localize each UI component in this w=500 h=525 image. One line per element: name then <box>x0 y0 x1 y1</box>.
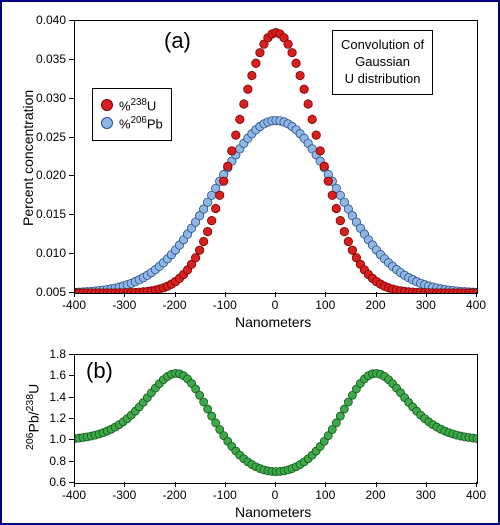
tick-label: 100 <box>315 488 335 502</box>
tick-label: -100 <box>213 488 237 502</box>
legend-row: %238U <box>101 97 163 113</box>
tick-label: 300 <box>416 298 436 312</box>
tick-label: 1.0 <box>49 432 66 446</box>
figure-container: (a) Percent concentration Nanometers %23… <box>0 0 500 525</box>
panel-b-svg <box>75 355 477 483</box>
panel-b-xlabel: Nanometers <box>235 504 311 520</box>
tick-label: 0.005 <box>36 285 66 299</box>
panel-b-ylabel: 206Pb/238U <box>24 384 42 450</box>
panel-b-letter: (b) <box>86 358 113 384</box>
tick-label: 0.015 <box>36 207 66 221</box>
tick-label: 200 <box>365 298 385 312</box>
tick-label: -300 <box>112 298 136 312</box>
legend-marker <box>101 117 113 129</box>
legend-label: %238U <box>119 97 156 113</box>
tick-label: -400 <box>62 488 86 502</box>
tick-label: -200 <box>162 298 186 312</box>
panel-a-ylabel: Percent concentration <box>20 90 36 226</box>
tick-label: 0.030 <box>36 91 66 105</box>
tick-label: 1.4 <box>49 390 66 404</box>
tick-label: -400 <box>62 298 86 312</box>
tick-label: 200 <box>365 488 385 502</box>
tick-label: 0.020 <box>36 168 66 182</box>
panel-a-annotation: Convolution ofGaussianU distribution <box>332 30 433 95</box>
tick-label: 0.035 <box>36 52 66 66</box>
legend-row: %206Pb <box>101 115 163 131</box>
tick-label: 100 <box>315 298 335 312</box>
panel-a-legend: %238U %206Pb <box>92 88 172 141</box>
tick-label: 400 <box>466 298 486 312</box>
tick-label: 0.025 <box>36 130 66 144</box>
tick-label: 0.010 <box>36 246 66 260</box>
legend-marker <box>101 99 113 111</box>
tick-label: 0.6 <box>49 475 66 489</box>
legend-label: %206Pb <box>119 115 163 131</box>
tick-label: -100 <box>213 298 237 312</box>
panel-a-letter: (a) <box>164 28 191 54</box>
panel-a-xlabel: Nanometers <box>235 314 311 330</box>
tick-label: 0.8 <box>49 454 66 468</box>
tick-label: 0 <box>272 298 279 312</box>
tick-label: 1.2 <box>49 411 66 425</box>
tick-label: 1.8 <box>49 347 66 361</box>
tick-label: -300 <box>112 488 136 502</box>
tick-label: 400 <box>466 488 486 502</box>
tick-label: 0 <box>272 488 279 502</box>
tick-label: 300 <box>416 488 436 502</box>
tick-label: -200 <box>162 488 186 502</box>
tick-label: 1.6 <box>49 368 66 382</box>
tick-label: 0.040 <box>36 13 66 27</box>
panel-b-plot <box>74 354 478 484</box>
